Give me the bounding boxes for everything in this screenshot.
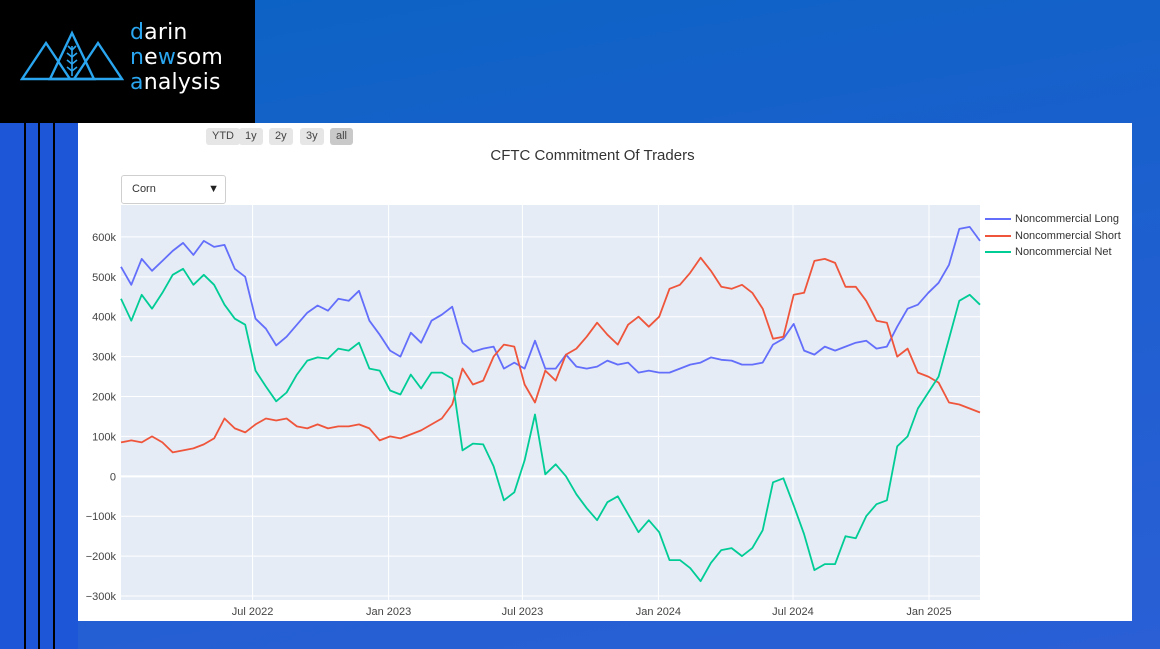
y-tick-label: 100k	[92, 431, 116, 443]
chart-title: CFTC Commitment Of Traders	[490, 147, 695, 164]
y-tick-label: −100k	[86, 511, 117, 523]
range-button-all[interactable]: all	[330, 128, 354, 145]
x-tick-label: Jan 2024	[636, 606, 681, 618]
y-tick-label: 300k	[92, 352, 116, 364]
line-chart: 600k 500k 400k 300k 200k 100k 0 −100k −200k −300k…	[86, 205, 981, 618]
legend-swatch-long	[985, 218, 1011, 220]
legend-label: Noncommercial Long	[1015, 213, 1119, 225]
range-button-2y[interactable]: 2y	[269, 128, 293, 145]
logo: darin newsom analysis	[0, 0, 255, 123]
stripe-line	[38, 123, 40, 649]
y-tick-label: −200k	[86, 551, 117, 563]
stripe-line	[24, 123, 26, 649]
y-tick-label: −300k	[86, 591, 117, 603]
x-tick-label: Jan 2023	[366, 606, 411, 618]
mountain-logo-icon	[20, 30, 124, 81]
series-line-net	[120, 267, 981, 583]
x-tick-label: Jul 2023	[502, 606, 544, 618]
y-tick-label: 600k	[92, 232, 116, 244]
legend-item-short[interactable]: Noncommercial Short	[985, 228, 1121, 245]
y-tick-label: 200k	[92, 392, 116, 404]
plot-area	[121, 205, 980, 600]
commodity-dropdown[interactable]: Corn ▼	[121, 175, 226, 204]
x-tick-label: Jan 2025	[906, 606, 951, 618]
legend-swatch-net	[985, 251, 1011, 253]
x-tick-label: Jul 2024	[772, 606, 814, 618]
legend-item-long[interactable]: Noncommercial Long	[985, 211, 1121, 228]
legend-item-net[interactable]: Noncommercial Net	[985, 244, 1121, 261]
legend: Noncommercial Long Noncommercial Short N…	[985, 211, 1121, 261]
y-tick-label: 500k	[92, 272, 116, 284]
range-button-ytd[interactable]: YTD	[206, 128, 240, 145]
range-button-1y[interactable]: 1y	[239, 128, 263, 145]
range-button-3y[interactable]: 3y	[300, 128, 324, 145]
caret-down-icon: ▼	[208, 183, 219, 195]
logo-wordmark: darin newsom analysis	[130, 20, 224, 95]
y-tick-label: 400k	[92, 312, 116, 324]
series-line-short	[120, 256, 981, 454]
legend-label: Noncommercial Short	[1015, 229, 1121, 242]
dropdown-selected-value: Corn	[132, 183, 156, 195]
x-tick-label: Jul 2022	[232, 606, 274, 618]
y-tick-label: 0	[110, 471, 116, 483]
legend-label: Noncommercial Net	[1015, 246, 1112, 258]
decorative-stripes	[0, 123, 78, 649]
legend-swatch-short	[985, 234, 1011, 237]
chart-panel: YTD 1y 2y 3y all CFTC Commitment Of Trad…	[78, 123, 1132, 621]
series-line-long	[120, 226, 981, 374]
stripe-line	[53, 123, 55, 649]
